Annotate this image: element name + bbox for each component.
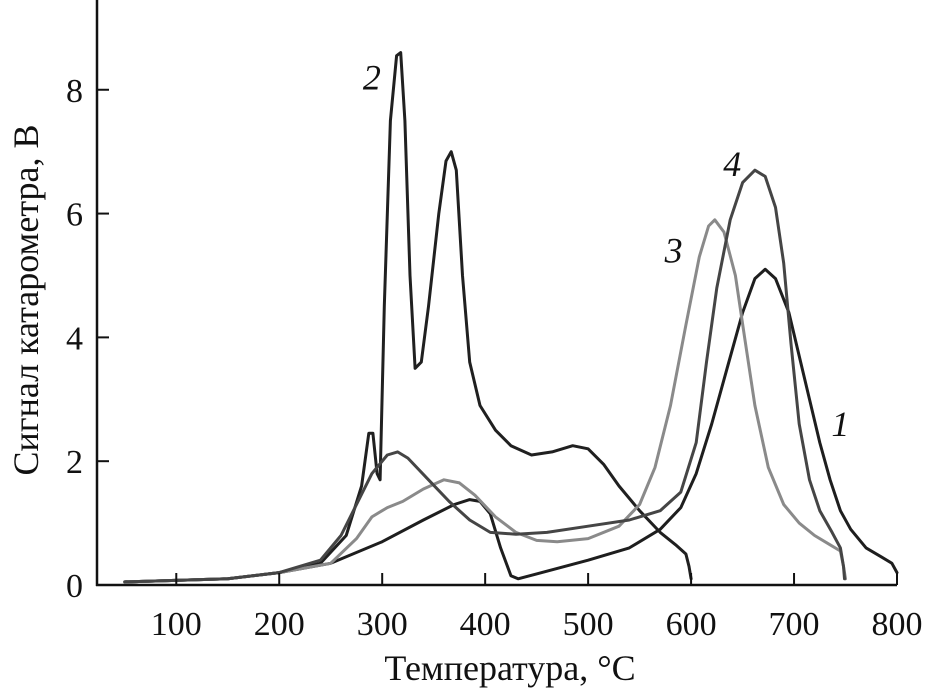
- series-1-label: 1: [831, 404, 849, 444]
- y-tick-label: 4: [66, 320, 83, 357]
- y-tick-label: 0: [66, 568, 83, 605]
- x-tick-label: 500: [563, 606, 614, 643]
- x-axis-label: Температура, °C: [384, 648, 635, 688]
- x-tick-label: 200: [254, 606, 305, 643]
- series-2-label: 2: [363, 57, 381, 97]
- axes: [95, 0, 897, 587]
- y-tick-label: 8: [66, 73, 83, 110]
- x-tick-label: 100: [151, 606, 202, 643]
- y-tick-label: 6: [66, 197, 83, 234]
- series-4-line: [123, 168, 846, 584]
- series-2-line: [123, 51, 693, 584]
- x-tick-label: 600: [666, 606, 717, 643]
- series-3-label: 3: [664, 231, 683, 271]
- x-tick-label: 300: [357, 606, 408, 643]
- series-4-label: 4: [723, 144, 741, 184]
- series-1-line: [123, 267, 899, 584]
- curves: [123, 51, 899, 584]
- series-labels: 1 2 3 4: [363, 57, 849, 444]
- ticks: 100 200 300 400 500 600 700 800 0 2 4 6 8: [66, 73, 923, 643]
- y-tick-label: 2: [66, 444, 83, 481]
- x-tick-label: 700: [769, 606, 820, 643]
- series-3-line: [123, 218, 847, 584]
- y-axis-label: Сигнал катарометра, В: [6, 125, 46, 476]
- x-tick-label: 400: [460, 606, 511, 643]
- x-tick-label: 800: [872, 606, 923, 643]
